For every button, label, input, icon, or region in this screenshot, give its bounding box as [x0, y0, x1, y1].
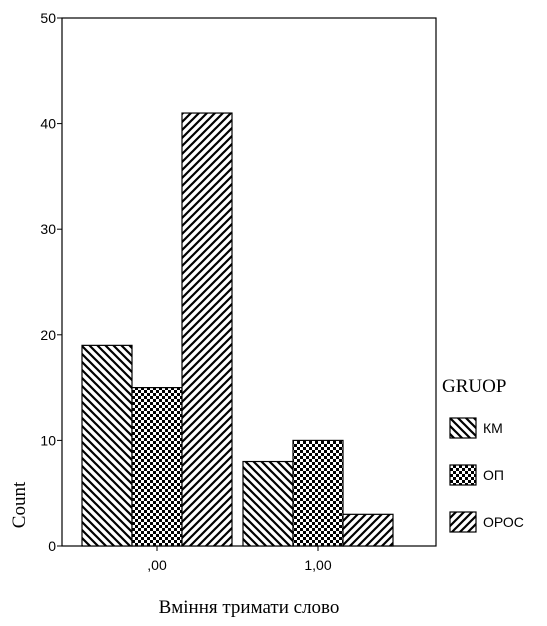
y-tick-label: 10: [40, 432, 56, 448]
bars: [81, 112, 394, 547]
y-tick-label: 0: [48, 538, 56, 554]
x-tick-label: ,00: [147, 557, 167, 573]
legend-swatch: [449, 417, 477, 439]
legend: КМ ОП ОРОС: [449, 417, 524, 533]
legend-label: ОП: [483, 467, 504, 483]
y-tick-label: 40: [40, 116, 56, 132]
x-axis-title: Вміння тримати слово: [159, 597, 340, 618]
legend-swatch: [449, 511, 477, 533]
y-tick-label: 30: [40, 221, 56, 237]
bar-ОП-,00: [131, 387, 183, 547]
bar-КМ-,00: [81, 344, 133, 547]
y-axis-title: Count: [9, 481, 30, 528]
legend-title: GRUOP: [442, 376, 506, 397]
legend-label: ОРОС: [483, 514, 524, 530]
legend-swatch: [449, 464, 477, 486]
bar-ОРОС-1,00: [342, 513, 394, 547]
y-tick-label: 50: [40, 10, 56, 26]
bar-ОРОС-,00: [181, 112, 233, 547]
bar-ОП-1,00: [292, 439, 344, 547]
x-axis: ,00 1,00: [147, 546, 332, 573]
legend-label: КМ: [483, 420, 503, 436]
x-tick-label: 1,00: [304, 557, 331, 573]
y-tick-label: 20: [40, 327, 56, 343]
y-axis: 0 10 20 30 40 50: [40, 10, 62, 554]
bar-КМ-1,00: [242, 460, 294, 547]
